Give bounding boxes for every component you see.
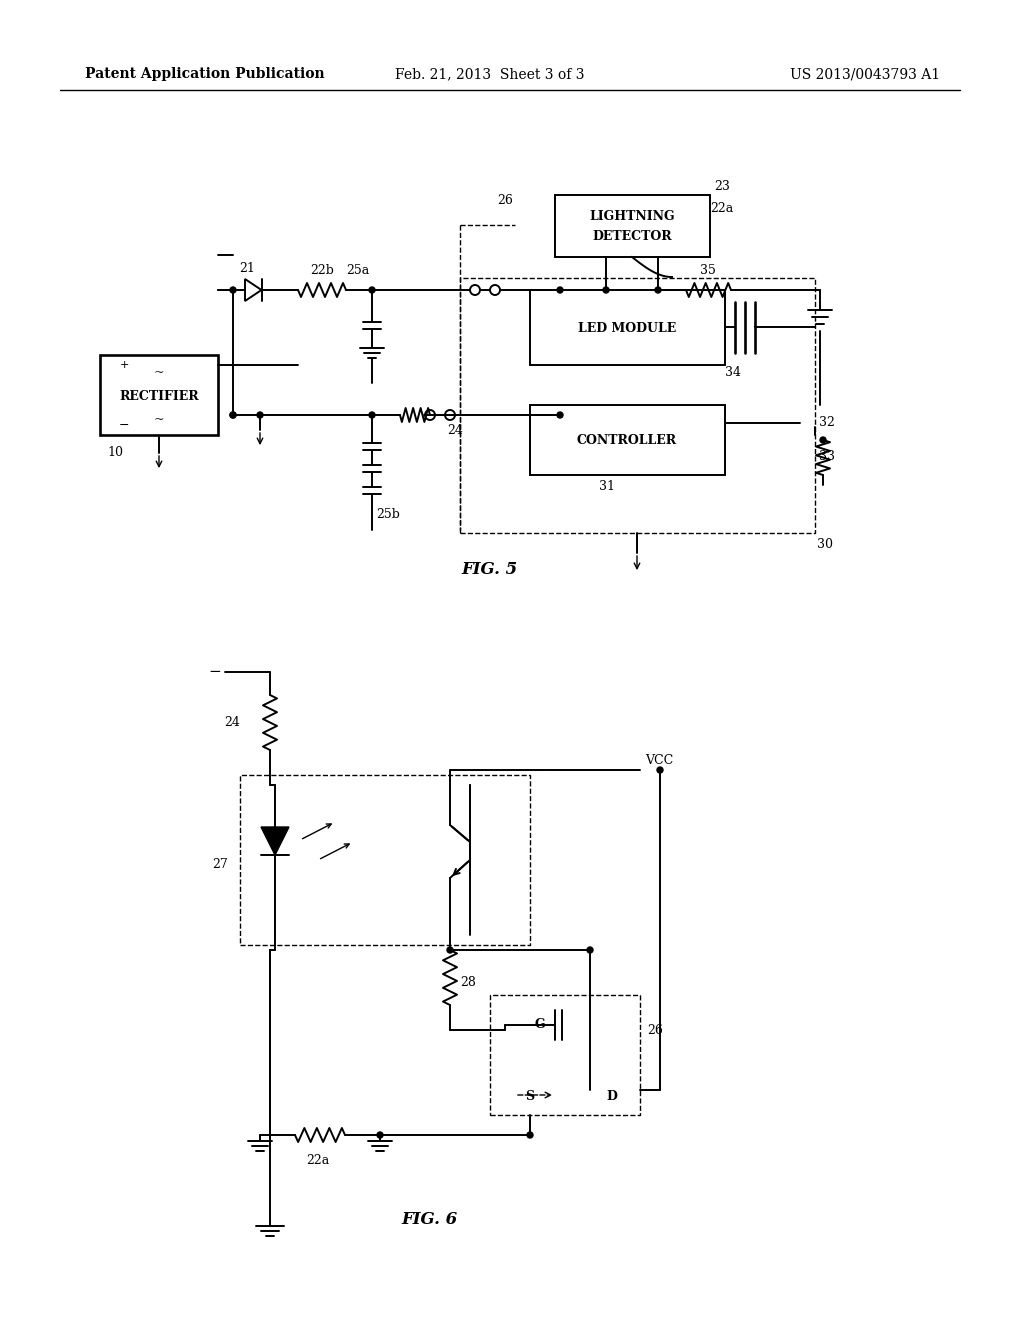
Circle shape (447, 946, 453, 953)
Text: 28: 28 (460, 975, 476, 989)
Bar (530, 405, 725, 475)
Text: 25b: 25b (376, 508, 400, 521)
Circle shape (445, 411, 455, 420)
Text: −: − (119, 418, 129, 432)
Text: 22b: 22b (310, 264, 334, 276)
Text: S: S (525, 1090, 535, 1104)
Text: 25a: 25a (346, 264, 370, 276)
Bar (240, 775, 530, 945)
Text: D: D (606, 1090, 617, 1104)
Polygon shape (261, 828, 289, 855)
Text: FIG. 6: FIG. 6 (401, 1212, 458, 1229)
Text: G: G (535, 1019, 546, 1031)
Circle shape (470, 285, 480, 294)
Text: RECTIFIER: RECTIFIER (119, 391, 199, 404)
Text: US 2013/0043793 A1: US 2013/0043793 A1 (790, 67, 940, 81)
Circle shape (425, 411, 435, 420)
Circle shape (655, 286, 662, 293)
Bar (530, 290, 725, 366)
Text: ~: ~ (154, 367, 164, 380)
Text: DETECTOR: DETECTOR (592, 231, 672, 243)
Text: LED MODULE: LED MODULE (578, 322, 676, 334)
Text: 31: 31 (599, 480, 615, 494)
Text: 22a: 22a (306, 1154, 330, 1167)
Text: VCC: VCC (645, 754, 673, 767)
Circle shape (527, 1133, 534, 1138)
Circle shape (230, 286, 236, 293)
Circle shape (257, 412, 263, 418)
Circle shape (377, 1133, 383, 1138)
Text: +: + (120, 360, 129, 370)
Circle shape (657, 767, 663, 774)
Circle shape (230, 412, 236, 418)
Bar (100, 355, 218, 436)
Circle shape (557, 412, 563, 418)
Text: 26: 26 (497, 194, 513, 206)
Circle shape (603, 286, 609, 293)
Text: 22a: 22a (711, 202, 733, 215)
Text: 27: 27 (212, 858, 228, 871)
Text: LIGHTNING: LIGHTNING (589, 210, 675, 223)
Circle shape (230, 412, 236, 418)
Text: −: − (209, 665, 221, 678)
Text: Patent Application Publication: Patent Application Publication (85, 67, 325, 81)
Text: 24: 24 (224, 717, 240, 730)
Text: 34: 34 (725, 367, 741, 380)
Text: CONTROLLER: CONTROLLER (577, 433, 677, 446)
Bar (460, 279, 815, 533)
Circle shape (820, 437, 826, 444)
Text: Feb. 21, 2013  Sheet 3 of 3: Feb. 21, 2013 Sheet 3 of 3 (395, 67, 585, 81)
Text: 26: 26 (647, 1023, 663, 1036)
Bar (490, 995, 640, 1115)
Circle shape (369, 286, 375, 293)
Circle shape (587, 946, 593, 953)
Text: 35: 35 (700, 264, 716, 276)
Text: 30: 30 (817, 539, 833, 552)
Circle shape (369, 412, 375, 418)
Text: 24: 24 (447, 424, 463, 437)
Text: 21: 21 (239, 261, 255, 275)
Text: 10: 10 (106, 446, 123, 459)
Circle shape (490, 285, 500, 294)
Text: 23: 23 (714, 181, 730, 194)
Text: FIG. 5: FIG. 5 (462, 561, 518, 578)
Text: 33: 33 (819, 450, 835, 463)
Circle shape (557, 286, 563, 293)
Text: ~: ~ (154, 413, 164, 426)
Text: 32: 32 (819, 417, 835, 429)
Bar (555, 195, 710, 257)
